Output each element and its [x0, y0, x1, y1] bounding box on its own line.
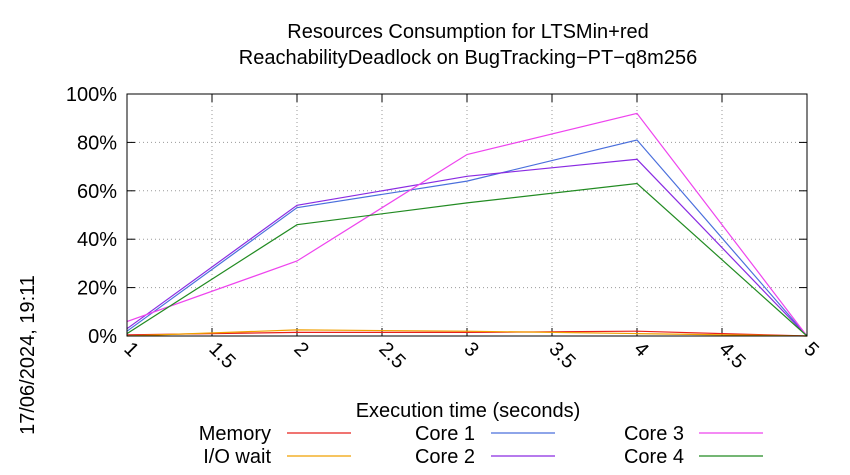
legend-label: Memory: [199, 423, 271, 445]
y-tick-label: 80%: [77, 132, 117, 154]
y-tick-label: 60%: [77, 181, 117, 203]
y-tick-label: 20%: [77, 278, 117, 300]
legend-item-i-o-wait: I/O wait: [203, 446, 351, 468]
chart-title: Resources Consumption for LTSMin+red: [287, 21, 648, 43]
grid: [126, 93, 808, 337]
series-line-i-o-wait: [126, 329, 808, 337]
legend-label: I/O wait: [203, 446, 271, 468]
y-tick-label: 40%: [77, 229, 117, 251]
x-tick-label: 2.5: [374, 338, 409, 373]
legend-label: Core 3: [624, 423, 684, 445]
y-tick-label: 100%: [66, 84, 117, 106]
x-tick-label: 5: [799, 338, 822, 361]
timestamp: 17/06/2024, 19:11: [17, 275, 39, 435]
legend-item-core-4: Core 4: [624, 446, 763, 468]
legend-label: Core 2: [415, 446, 475, 468]
legend-item-core-2: Core 2: [415, 446, 555, 468]
legend-item-memory: Memory: [199, 423, 351, 445]
x-tick-label: 2: [289, 338, 312, 361]
series-line-core-4: [126, 182, 808, 337]
legend-label: Core 4: [624, 446, 684, 468]
series-line-core-1: [126, 139, 808, 337]
x-tick-label: 3: [459, 338, 482, 361]
x-tick-label: 1.5: [204, 338, 239, 373]
legend-label: Core 1: [415, 423, 475, 445]
x-axis-label: Execution time (seconds): [356, 400, 581, 422]
series-line-core-2: [126, 158, 808, 337]
legend-item-core-3: Core 3: [624, 423, 763, 445]
legend-item-core-1: Core 1: [415, 423, 555, 445]
x-tick-label: 4.5: [714, 338, 749, 373]
chart-subtitle: ReachabilityDeadlock on BugTracking−PT−q…: [239, 47, 697, 69]
x-tick-label: 4: [629, 338, 652, 361]
series-line-memory: [126, 330, 808, 337]
y-axis-ticks: 0% 20% 40% 60% 80% 100%: [66, 84, 807, 348]
series-lines: [126, 112, 808, 337]
series-line-core-3: [126, 112, 808, 337]
x-tick-label: 1: [119, 338, 142, 361]
y-tick-label: 0%: [88, 326, 117, 348]
x-tick-label: 3.5: [544, 338, 579, 373]
plot-border: [126, 93, 808, 337]
